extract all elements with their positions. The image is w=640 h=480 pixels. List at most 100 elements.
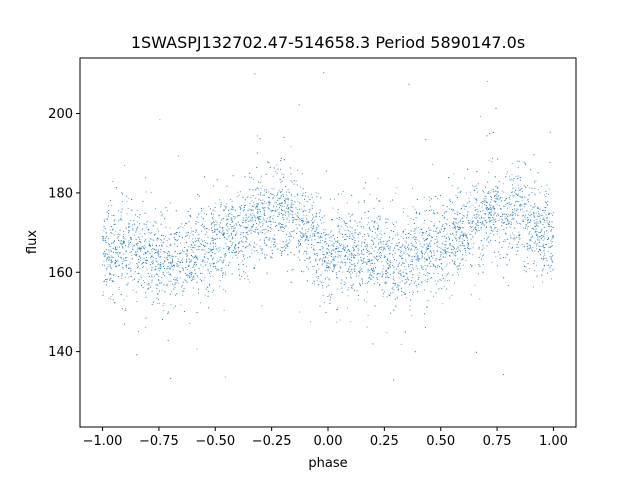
data-point — [476, 187, 478, 189]
data-point — [123, 323, 125, 325]
data-point — [463, 234, 465, 236]
data-point — [170, 243, 172, 245]
data-point — [488, 219, 490, 221]
data-point — [482, 190, 484, 192]
data-point — [183, 290, 185, 292]
data-point — [366, 301, 368, 303]
data-point — [477, 216, 479, 218]
data-point — [196, 311, 198, 313]
data-point — [489, 133, 491, 135]
data-point — [275, 170, 277, 172]
data-point — [170, 377, 172, 379]
data-point — [552, 212, 554, 214]
data-point — [338, 225, 340, 227]
data-point — [209, 243, 211, 245]
data-point — [155, 284, 157, 286]
data-point — [225, 224, 228, 226]
data-point — [139, 255, 141, 257]
data-point — [293, 237, 295, 239]
data-point — [321, 217, 323, 219]
data-point — [355, 275, 357, 277]
data-point — [539, 217, 541, 219]
data-point — [191, 250, 193, 252]
data-point — [209, 275, 212, 278]
data-point — [533, 263, 535, 265]
data-point — [363, 226, 365, 228]
data-point — [386, 242, 388, 244]
data-point — [177, 258, 179, 260]
data-point — [208, 307, 210, 309]
data-point — [471, 230, 473, 232]
data-point — [135, 231, 137, 233]
data-point — [424, 261, 426, 263]
data-point — [291, 205, 293, 207]
data-point — [309, 256, 311, 258]
data-point — [363, 299, 365, 301]
data-point — [161, 214, 164, 216]
data-point — [112, 299, 114, 301]
data-point — [232, 252, 234, 254]
data-point — [250, 245, 252, 247]
data-point — [514, 191, 516, 193]
data-point — [259, 194, 261, 196]
data-point — [164, 252, 166, 254]
data-point — [503, 229, 505, 231]
data-point — [352, 254, 354, 256]
data-point — [371, 259, 373, 261]
data-point — [286, 191, 288, 193]
data-point — [543, 255, 545, 257]
data-point — [436, 266, 439, 268]
data-point — [214, 238, 217, 240]
data-point — [359, 284, 361, 287]
data-point — [322, 257, 325, 259]
data-point — [318, 225, 320, 227]
data-point — [229, 240, 231, 242]
data-point — [195, 229, 197, 231]
data-point — [145, 327, 147, 329]
data-point — [379, 252, 381, 254]
data-point — [162, 265, 164, 268]
data-point — [442, 303, 444, 305]
data-point — [378, 239, 380, 241]
data-point — [515, 189, 517, 191]
data-point — [263, 217, 265, 219]
data-point — [372, 268, 374, 270]
data-point — [220, 269, 222, 272]
data-point — [478, 264, 480, 266]
data-point — [144, 262, 147, 264]
data-point — [119, 229, 121, 231]
data-point — [152, 260, 154, 262]
data-point — [544, 220, 546, 222]
data-point — [175, 239, 177, 241]
data-point — [545, 243, 547, 246]
data-point — [425, 209, 427, 212]
data-point — [400, 343, 402, 345]
data-point — [154, 252, 156, 255]
data-point — [173, 307, 175, 309]
data-point — [473, 243, 475, 245]
data-point — [316, 227, 318, 229]
data-point — [245, 237, 247, 239]
data-point — [160, 261, 162, 263]
data-point — [231, 218, 233, 220]
data-point — [322, 239, 324, 242]
data-point — [318, 268, 320, 270]
data-point — [161, 243, 163, 245]
data-point — [413, 256, 415, 258]
data-point — [185, 253, 187, 255]
data-point — [433, 212, 435, 214]
data-point — [274, 245, 277, 247]
data-point — [497, 195, 500, 197]
data-point — [219, 259, 221, 261]
data-point — [302, 192, 304, 194]
data-point — [289, 242, 291, 244]
data-point — [543, 243, 545, 245]
data-point — [523, 184, 525, 186]
data-point — [166, 256, 168, 258]
data-point — [215, 220, 217, 222]
data-point — [439, 255, 442, 257]
data-point — [357, 299, 359, 301]
data-point — [464, 247, 466, 250]
data-point — [533, 229, 535, 231]
data-point — [437, 272, 439, 275]
